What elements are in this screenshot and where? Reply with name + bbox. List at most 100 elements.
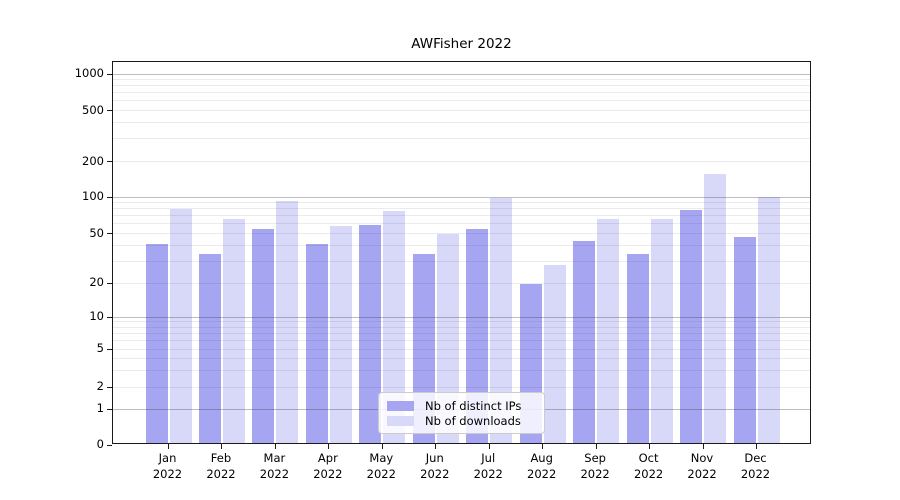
y-tick-mark-50 [107,233,112,234]
minor-gridline-900 [113,79,810,81]
minor-gridline-50 [113,233,810,234]
x-tick-label-dec: Dec 2022 [740,451,771,481]
minor-gridline-400 [113,122,810,124]
y-tick-label-20: 20 [89,275,104,289]
x-tick-label-apr: Apr 2022 [313,451,343,481]
bar-ips-feb [198,253,221,443]
minor-gridline-7 [113,332,810,334]
x-tick-mark-dec [756,444,757,449]
y-tick-mark-20 [107,282,112,284]
minor-gridline-40 [113,245,810,247]
minor-gridline-80 [113,208,810,210]
minor-gridline-4 [113,357,810,359]
minor-gridline-30 [113,260,810,262]
minor-gridline-20 [113,282,810,284]
x-tick-label-aug: Aug 2022 [527,451,557,481]
bar-downloads-aug [543,264,566,443]
bar-downloads-jun [436,233,459,443]
x-tick-label-sep: Sep 2022 [580,451,610,481]
minor-gridline-700 [113,92,810,94]
bar-ips-dec [733,237,756,443]
bar-ips-sep [573,240,596,443]
y-tick-label-5: 5 [96,341,104,355]
minor-gridline-2 [113,386,810,388]
y-tick-label-500: 500 [82,102,104,117]
y-axis-tick-labels: 0 1 2 5 10 20 50 100 200 500 1000 [0,61,104,451]
x-tick-mark-jul [488,444,490,449]
minor-gridline-70 [113,215,810,217]
minor-gridline-5 [113,348,810,350]
plot-area: Nb of distinct IPs Nb of downloads [107,61,811,449]
bar-ips-may [359,224,382,443]
bar-ips-nov [680,210,703,443]
x-tick-label-oct: Oct 2022 [633,451,664,481]
bar-downloads-mar [276,200,299,443]
minor-gridline-800 [113,85,810,87]
x-tick-label-mar: Mar 2022 [259,451,290,481]
x-tick-label-jan: Jan 2022 [152,451,183,481]
x-tick-label-jul: Jul 2022 [473,451,503,481]
major-gridline-100 [113,196,810,198]
y-tick-label-100: 100 [82,189,104,203]
y-tick-mark-200 [107,161,112,162]
y-tick-label-10: 10 [89,309,104,323]
y-tick-mark-1 [107,408,112,410]
bar-ips-mar [252,229,275,443]
x-axis-tick-labels: Jan 2022 Feb 2022 Mar 2022 Apr 2022 May 2022… [112,450,811,486]
bar-ips-jul [466,229,489,443]
y-tick-mark-5 [107,348,112,350]
bar-downloads-nov [704,174,727,443]
y-tick-mark-500 [107,110,112,111]
x-tick-label-jun: Jun 2022 [420,451,450,481]
legend-item-downloads: Nb of downloads [387,414,536,428]
minor-gridline-500 [113,110,810,111]
x-tick-label-nov: Nov 2022 [687,451,717,481]
minor-gridline-90 [113,202,810,204]
grid-layer [107,62,810,449]
x-tick-mark-oct [649,444,651,449]
y-tick-mark-10 [107,316,112,318]
minor-gridline-3 [113,369,810,371]
y-tick-mark-2 [107,386,112,388]
major-gridline-10 [113,316,810,318]
bar-ips-oct [626,253,649,443]
major-gridline-1000 [113,73,810,75]
x-tick-mark-jun [435,444,437,449]
bar-downloads-jan [169,208,192,443]
minor-gridline-200 [113,161,810,162]
x-tick-label-may: May 2022 [366,451,396,481]
y-tick-label-200: 200 [82,153,104,168]
legend-swatch-distinct-ips [387,401,414,411]
legend-box: Nb of distinct IPs Nb of downloads [378,392,545,434]
legend-label-downloads: Nb of downloads [425,414,521,428]
bar-downloads-apr [329,225,352,443]
x-tick-mark-jan [168,444,169,449]
minor-gridline-9 [113,321,810,323]
bar-downloads-dec [757,197,780,443]
bar-downloads-may [383,210,406,443]
y-tick-label-1000: 1000 [74,66,104,80]
x-tick-mark-aug [542,444,544,449]
minor-gridline-8 [113,326,810,328]
bar-downloads-oct [650,218,673,443]
bar-ips-apr [305,243,328,443]
legend-item-distinct-ips: Nb of distinct IPs [387,399,536,413]
x-tick-mark-sep [595,444,597,449]
minor-gridline-60 [113,223,810,225]
bar-downloads-feb [222,218,245,443]
minor-gridline-6 [113,340,810,342]
legend-label-distinct-ips: Nb of distinct IPs [425,399,522,413]
y-tick-label-2: 2 [96,379,104,393]
chart-title: AWFisher 2022 [411,36,512,52]
y-tick-label-1: 1 [96,401,104,415]
x-tick-mark-nov [702,444,704,449]
x-tick-label-feb: Feb 2022 [206,451,236,481]
y-tick-label-50: 50 [89,225,104,240]
y-tick-mark-0 [107,444,112,446]
x-tick-mark-feb [221,444,223,449]
legend-swatch-downloads [387,416,414,426]
minor-gridline-300 [113,138,810,140]
minor-gridline-600 [113,100,810,102]
bar-downloads-jul [490,198,513,443]
